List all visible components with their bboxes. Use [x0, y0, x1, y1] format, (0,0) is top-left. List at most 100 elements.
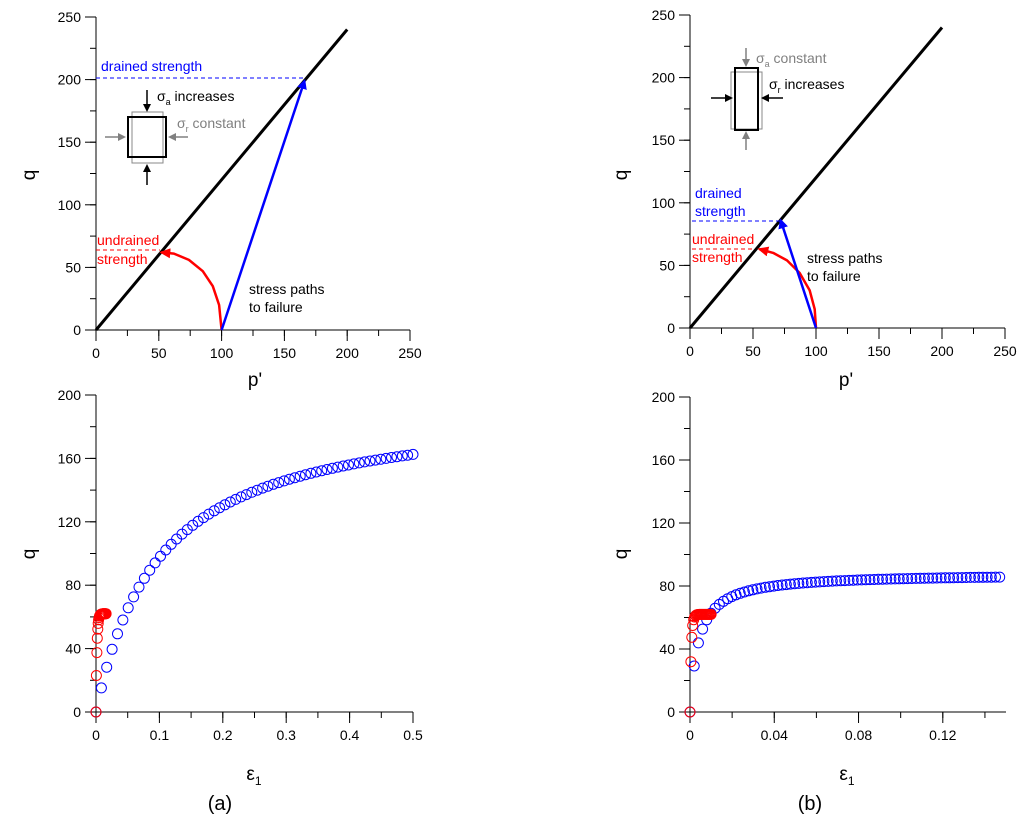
y-tick-label: 120 [652, 515, 676, 531]
y-tick-label: 100 [58, 197, 82, 213]
stress-paths-label-line1: stress paths [807, 250, 882, 266]
undrained-stress-path [757, 246, 818, 329]
x-axis-label: ε1 [246, 764, 261, 788]
caption-a: (a) [208, 793, 232, 815]
x-tick-label: 0.04 [761, 727, 788, 743]
drained-data-point [369, 454, 381, 466]
drained-data-point [797, 577, 809, 589]
y-tick-label: 150 [652, 132, 676, 148]
x-tick-label: 0.2 [213, 727, 233, 743]
drained-stress-path [778, 218, 818, 329]
drained-data-point [332, 461, 344, 473]
drained-data-point [117, 614, 129, 626]
drained-data-point [847, 574, 859, 586]
specimen-body [734, 67, 759, 131]
undrained-data-point [91, 647, 103, 659]
y-axis-label: q [611, 170, 632, 181]
drained-data-point [768, 580, 780, 592]
specimen-schematic: σa increases σr constant [105, 88, 246, 185]
drained-data-point [251, 484, 263, 496]
drained-data-point [977, 571, 989, 583]
drained-data-point [789, 578, 801, 590]
drained-data-point [235, 491, 247, 503]
drained-data-point [751, 583, 763, 595]
drained-data-point [278, 475, 290, 487]
drained-data-point [246, 486, 258, 498]
drained-data-point [981, 571, 993, 583]
drained-data-point [931, 572, 943, 584]
drained-data-point [386, 452, 397, 463]
drained-data-point [818, 576, 830, 588]
sigma-r-label: σr increases [769, 76, 844, 95]
drained-data-point [380, 452, 392, 464]
undrained-label-line2: strength [692, 249, 743, 265]
drained-data-point [343, 459, 354, 471]
failure-line [688, 26, 944, 329]
y-tick-label: 0 [667, 704, 675, 720]
drained-data-point [165, 538, 177, 550]
drained-data-point [391, 451, 403, 463]
drained-data-point [864, 574, 876, 586]
drained-data-point [906, 573, 918, 584]
axes: 0 0.1 0.2 0.3 0.4 0.5 0 40 80 120 160 200 [58, 387, 423, 743]
marks [688, 26, 944, 329]
x-tick-label: 0.3 [276, 727, 296, 743]
drained-data-point [910, 572, 922, 584]
drained-data-point [985, 571, 997, 583]
stress-paths-label-line2: to failure [807, 268, 861, 284]
drained-data-point [810, 576, 821, 588]
x-tick-label: 0 [92, 345, 100, 361]
drained-data-point [881, 573, 893, 585]
drained-data-point [396, 450, 408, 462]
specimen-outline [131, 111, 164, 164]
drained-data-point [375, 453, 387, 465]
drained-data-point [918, 572, 930, 584]
drained-data-point [835, 575, 847, 587]
drained-data-point [801, 577, 813, 589]
drained-data-point [364, 455, 376, 467]
drained-data-point [944, 572, 955, 584]
undrained-data-point [687, 620, 699, 631]
axes: 0 0.04 0.08 0.12 0 40 80 120 160 200 [652, 389, 1006, 743]
drained-data-point [310, 466, 322, 478]
undrained-data-point [92, 623, 104, 635]
undrained-data-point [686, 631, 698, 643]
undrained-data-point [91, 632, 103, 644]
drained-data-point [321, 464, 333, 475]
drained-data-point [316, 465, 328, 477]
drained-data-point [138, 572, 150, 584]
drained-data-point [776, 579, 788, 591]
drained-data-point [960, 572, 972, 583]
drained-data-point [897, 573, 909, 585]
drained-data-point [743, 585, 755, 597]
sigma-r-label: σr constant [177, 115, 246, 134]
drained-data-point [914, 572, 926, 584]
drained-data-point [257, 482, 269, 494]
drained-data-point [359, 456, 371, 468]
undrained-data-point [100, 608, 112, 620]
drained-data-point [822, 575, 834, 587]
drained-data-point [860, 574, 872, 586]
drained-data-point [208, 505, 220, 517]
drained-data-point [101, 661, 113, 673]
x-tick-label: 0.12 [929, 727, 956, 743]
specimen-body [127, 116, 167, 158]
drained-data-point [889, 573, 901, 585]
y-tick-label: 40 [659, 641, 675, 657]
drained-data-point [851, 574, 863, 586]
y-tick-label: 250 [58, 9, 82, 25]
y-tick-label: 50 [659, 257, 675, 273]
marks [94, 28, 349, 331]
drained-data-point [843, 574, 855, 586]
drained-data-point [973, 571, 985, 583]
sigma-a-label: σa constant [756, 50, 827, 69]
drained-data-point [948, 572, 960, 584]
marks [684, 571, 1006, 718]
drained-data-point [738, 586, 750, 598]
drained-data-point [267, 478, 279, 490]
specimen-schematic: σa constant σr increases [711, 48, 844, 150]
drained-data-point [294, 470, 306, 482]
drained-data-point [192, 515, 204, 527]
drained-data-point [300, 469, 311, 481]
drained-data-point [780, 579, 792, 591]
